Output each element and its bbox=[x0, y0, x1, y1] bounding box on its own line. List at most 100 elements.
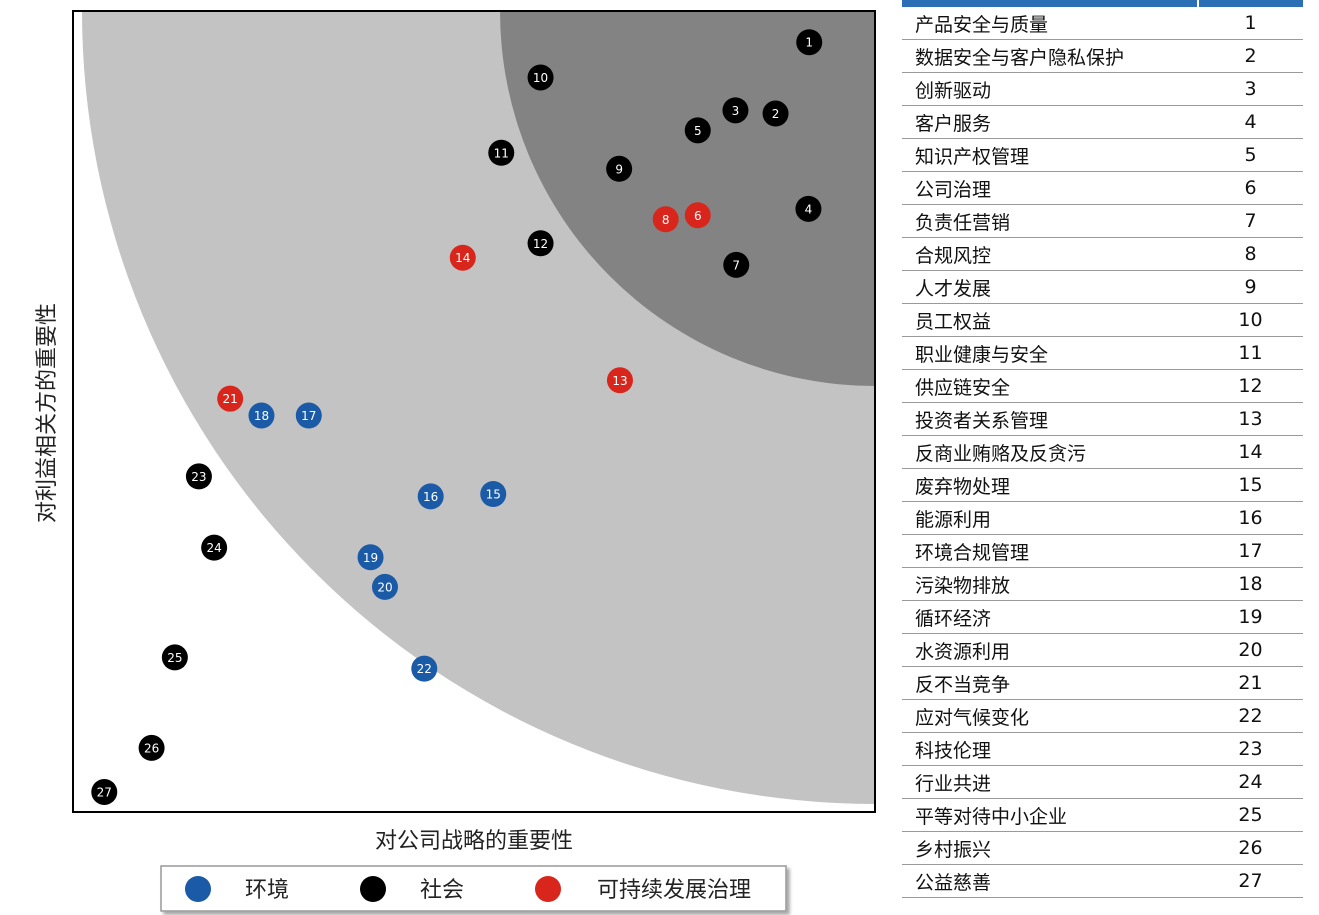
point-marker bbox=[488, 139, 515, 166]
point-marker bbox=[185, 463, 212, 490]
legend-marker-social bbox=[360, 876, 386, 902]
point-label: 9 bbox=[615, 162, 623, 176]
point-marker bbox=[722, 97, 749, 124]
topic-index: 11 bbox=[1198, 336, 1303, 370]
topic-name: 知识产权管理 bbox=[902, 138, 1198, 172]
point-marker bbox=[217, 385, 244, 412]
table-row: 公益慈善 27 bbox=[902, 864, 1303, 898]
point-marker bbox=[795, 195, 822, 222]
topic-index: 16 bbox=[1198, 501, 1303, 535]
topic-index: 26 bbox=[1198, 831, 1303, 865]
point-label: 17 bbox=[301, 409, 316, 423]
topic-index: 27 bbox=[1198, 864, 1303, 898]
table-row: 客户服务 4 bbox=[902, 105, 1303, 139]
point-label: 16 bbox=[423, 490, 438, 504]
topic-index: 3 bbox=[1198, 72, 1303, 106]
point-label: 12 bbox=[533, 237, 548, 251]
point-label: 4 bbox=[805, 202, 813, 216]
point-label: 15 bbox=[486, 488, 501, 502]
legend: 环境 社会 可持续发展治理 bbox=[160, 865, 787, 912]
table-row: 产品安全与质量 1 bbox=[902, 7, 1303, 40]
point-marker bbox=[527, 64, 554, 91]
topic-index: 21 bbox=[1198, 666, 1303, 700]
legend-label-social: 社会 bbox=[420, 878, 464, 903]
topic-name: 数据安全与客户隐私保护 bbox=[902, 39, 1198, 73]
topic-name: 水资源利用 bbox=[902, 633, 1198, 667]
point-label: 2 bbox=[772, 107, 780, 121]
table-row: 供应链安全 12 bbox=[902, 369, 1303, 403]
point-marker bbox=[91, 778, 118, 805]
table-row: 科技伦理 23 bbox=[902, 732, 1303, 766]
table-row: 投资者关系管理 13 bbox=[902, 402, 1303, 436]
point-label: 18 bbox=[254, 409, 269, 423]
point-marker bbox=[723, 251, 750, 278]
topic-index: 20 bbox=[1198, 633, 1303, 667]
point-label: 7 bbox=[732, 258, 740, 272]
table-row: 人才发展 9 bbox=[902, 270, 1303, 304]
point-label: 10 bbox=[533, 71, 548, 85]
point-label: 23 bbox=[191, 470, 206, 484]
table-row: 职业健康与安全 11 bbox=[902, 336, 1303, 370]
legend-label-governance: 可持续发展治理 bbox=[597, 878, 751, 903]
point-marker bbox=[449, 244, 476, 271]
point-label: 5 bbox=[694, 124, 702, 138]
legend-marker-governance bbox=[535, 876, 561, 902]
table-row: 行业共进 24 bbox=[902, 765, 1303, 799]
table-row: 应对气候变化 22 bbox=[902, 699, 1303, 733]
legend-box bbox=[160, 865, 787, 912]
data-points: 1234567891011121314151617181920212223242… bbox=[91, 29, 823, 805]
topic-index: 25 bbox=[1198, 798, 1303, 832]
topic-name: 反不当竞争 bbox=[902, 666, 1198, 700]
topic-name: 人才发展 bbox=[902, 270, 1198, 304]
point-marker bbox=[527, 230, 554, 257]
topic-index: 24 bbox=[1198, 765, 1303, 799]
point-marker bbox=[201, 534, 228, 561]
point-label: 13 bbox=[612, 374, 627, 388]
materiality-chart: 1234567891011121314151617181920212223242… bbox=[35, 10, 876, 912]
topic-name: 能源利用 bbox=[902, 501, 1198, 535]
topic-name: 员工权益 bbox=[902, 303, 1198, 337]
point-marker bbox=[371, 573, 398, 600]
topic-index: 19 bbox=[1198, 600, 1303, 634]
topic-name: 合规风控 bbox=[902, 237, 1198, 271]
table-row: 公司治理 6 bbox=[902, 171, 1303, 205]
table-row: 污染物排放 18 bbox=[902, 567, 1303, 601]
point-marker bbox=[417, 483, 444, 510]
point-label: 1 bbox=[805, 36, 813, 50]
point-label: 6 bbox=[694, 209, 702, 223]
topic-index: 1 bbox=[1198, 7, 1303, 40]
table-row: 乡村振兴 26 bbox=[902, 831, 1303, 865]
topic-name: 客户服务 bbox=[902, 105, 1198, 139]
point-label: 24 bbox=[207, 541, 222, 555]
table-row: 负责任营销 7 bbox=[902, 204, 1303, 238]
point-marker bbox=[138, 734, 165, 761]
table-row: 水资源利用 20 bbox=[902, 633, 1303, 667]
topic-index: 4 bbox=[1198, 105, 1303, 139]
point-label: 27 bbox=[97, 785, 112, 799]
topic-index: 17 bbox=[1198, 534, 1303, 568]
topic-name: 公司治理 bbox=[902, 171, 1198, 205]
point-label: 25 bbox=[167, 651, 182, 665]
table-row: 能源利用 16 bbox=[902, 501, 1303, 535]
plot-frame bbox=[72, 10, 876, 813]
topic-name: 科技伦理 bbox=[902, 732, 1198, 766]
point-label: 22 bbox=[417, 662, 432, 676]
topic-name: 废弃物处理 bbox=[902, 468, 1198, 502]
y-axis-label: 对利益相关方的重要性 bbox=[35, 303, 60, 523]
point-marker bbox=[762, 100, 789, 127]
point-marker bbox=[684, 202, 711, 229]
table-row: 创新驱动 3 bbox=[902, 72, 1303, 106]
topic-name: 投资者关系管理 bbox=[902, 402, 1198, 436]
point-label: 21 bbox=[223, 392, 238, 406]
topic-index: 8 bbox=[1198, 237, 1303, 271]
topic-index: 13 bbox=[1198, 402, 1303, 436]
topic-name: 供应链安全 bbox=[902, 369, 1198, 403]
topic-name: 平等对待中小企业 bbox=[902, 798, 1198, 832]
topic-index: 23 bbox=[1198, 732, 1303, 766]
topic-name: 创新驱动 bbox=[902, 72, 1198, 106]
point-marker bbox=[606, 367, 633, 394]
topic-index: 2 bbox=[1198, 39, 1303, 73]
point-label: 20 bbox=[377, 580, 392, 594]
topic-name: 反商业贿赂及反贪污 bbox=[902, 435, 1198, 469]
point-marker bbox=[652, 206, 679, 233]
